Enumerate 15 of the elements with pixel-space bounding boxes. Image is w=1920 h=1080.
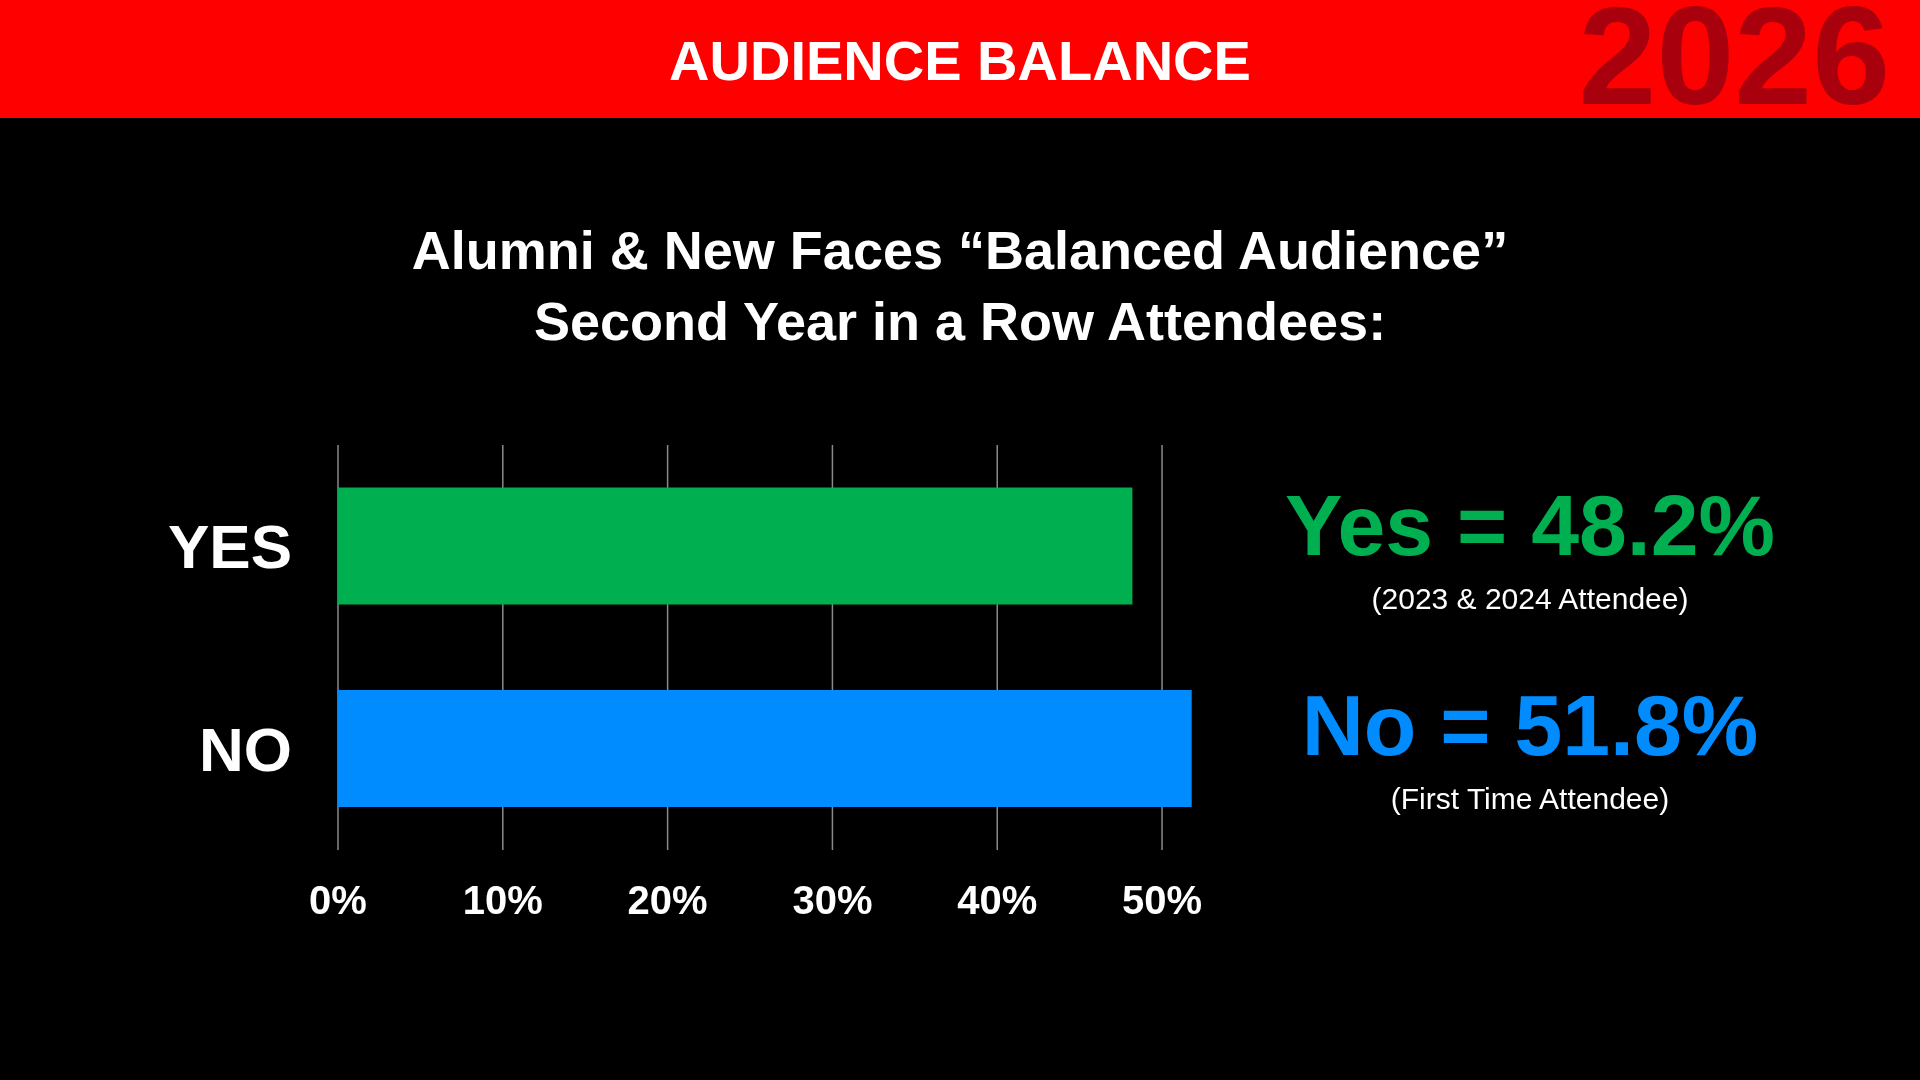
x-tick-label: 0% <box>309 878 367 923</box>
data-label: Yes = 48.2% <box>1283 477 1777 573</box>
y-tick-label: YES <box>167 512 292 582</box>
x-tick-label: 10% <box>462 878 543 923</box>
data-label: No = 51.8% <box>1300 677 1760 773</box>
text: (First Time Attendee) <box>1389 782 1671 816</box>
x-tick-label: 30% <box>792 878 873 923</box>
x-tick-label: 50% <box>1122 878 1203 923</box>
chart-subtitle: Alumni & New Faces “Balanced Audience” Second Year in a Row Attendees: <box>410 219 1510 354</box>
chart-title: AUDIENCE BALANCE <box>669 29 1251 92</box>
x-tick-label: 40% <box>957 878 1038 923</box>
x-tick-label: 20% <box>627 878 708 923</box>
text: (2023 & 2024 Attendee) <box>1370 582 1690 616</box>
y-tick-label: NO <box>199 714 292 784</box>
text: 2026 <box>1578 0 1890 134</box>
